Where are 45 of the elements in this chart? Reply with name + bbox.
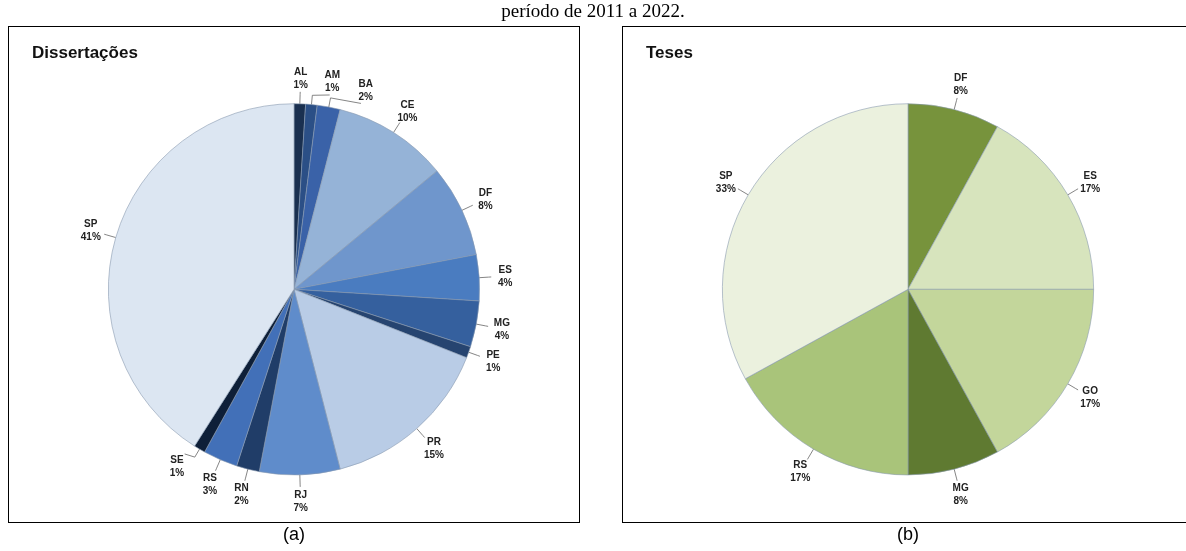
data-label: 8% (953, 85, 968, 97)
text: (a) (282, 524, 306, 545)
data-label: 4% (494, 330, 510, 341)
slice-label: PR (426, 436, 442, 448)
slice-label: AM (324, 69, 340, 81)
data-label: 7% (293, 501, 308, 513)
slice-label: BA (358, 78, 373, 90)
data-label: 1% (324, 82, 340, 94)
slice-label: ES (498, 264, 513, 276)
data-label: 1% (169, 466, 185, 478)
slice-label: MG (493, 317, 511, 328)
data-label: 10% (397, 111, 418, 123)
data-label: 17% (1080, 398, 1101, 410)
slice-label: CE (400, 98, 415, 110)
slice-label: DF (478, 187, 493, 199)
data-label: 41% (80, 231, 101, 243)
data-label: 8% (478, 200, 493, 212)
slice-label: MG (952, 482, 969, 494)
chart-title: Teses (646, 43, 693, 62)
slice-label: SP (84, 218, 98, 230)
slice-label: SE (170, 453, 184, 465)
slice-label: PE (486, 349, 501, 361)
data-label: 33% (715, 182, 736, 194)
slice-label: RS (203, 471, 218, 483)
text: (b) (896, 524, 920, 545)
data-label: 1% (293, 78, 308, 90)
data-label: 4% (497, 277, 513, 289)
chart-title: Dissertações (32, 43, 138, 62)
data-label: 2% (234, 495, 249, 507)
slice-label: RS (793, 459, 808, 471)
slice-label: AL (293, 65, 308, 77)
data-label: 3% (202, 484, 218, 496)
data-label: 1% (485, 362, 501, 374)
slice-label: RJ (294, 488, 308, 500)
data-label: 15% (423, 449, 445, 461)
data-label: 8% (953, 495, 968, 507)
slice-label: GO (1082, 385, 1099, 397)
slice-label: SP (719, 169, 733, 181)
slice-label: DF (953, 72, 968, 84)
data-label: 17% (1080, 182, 1101, 194)
slice-label: ES (1083, 169, 1098, 181)
data-label: 2% (358, 91, 374, 103)
text: período de 2011 a 2022. (500, 0, 686, 22)
data-label: 17% (790, 472, 811, 484)
slice-label: RN (234, 482, 249, 494)
